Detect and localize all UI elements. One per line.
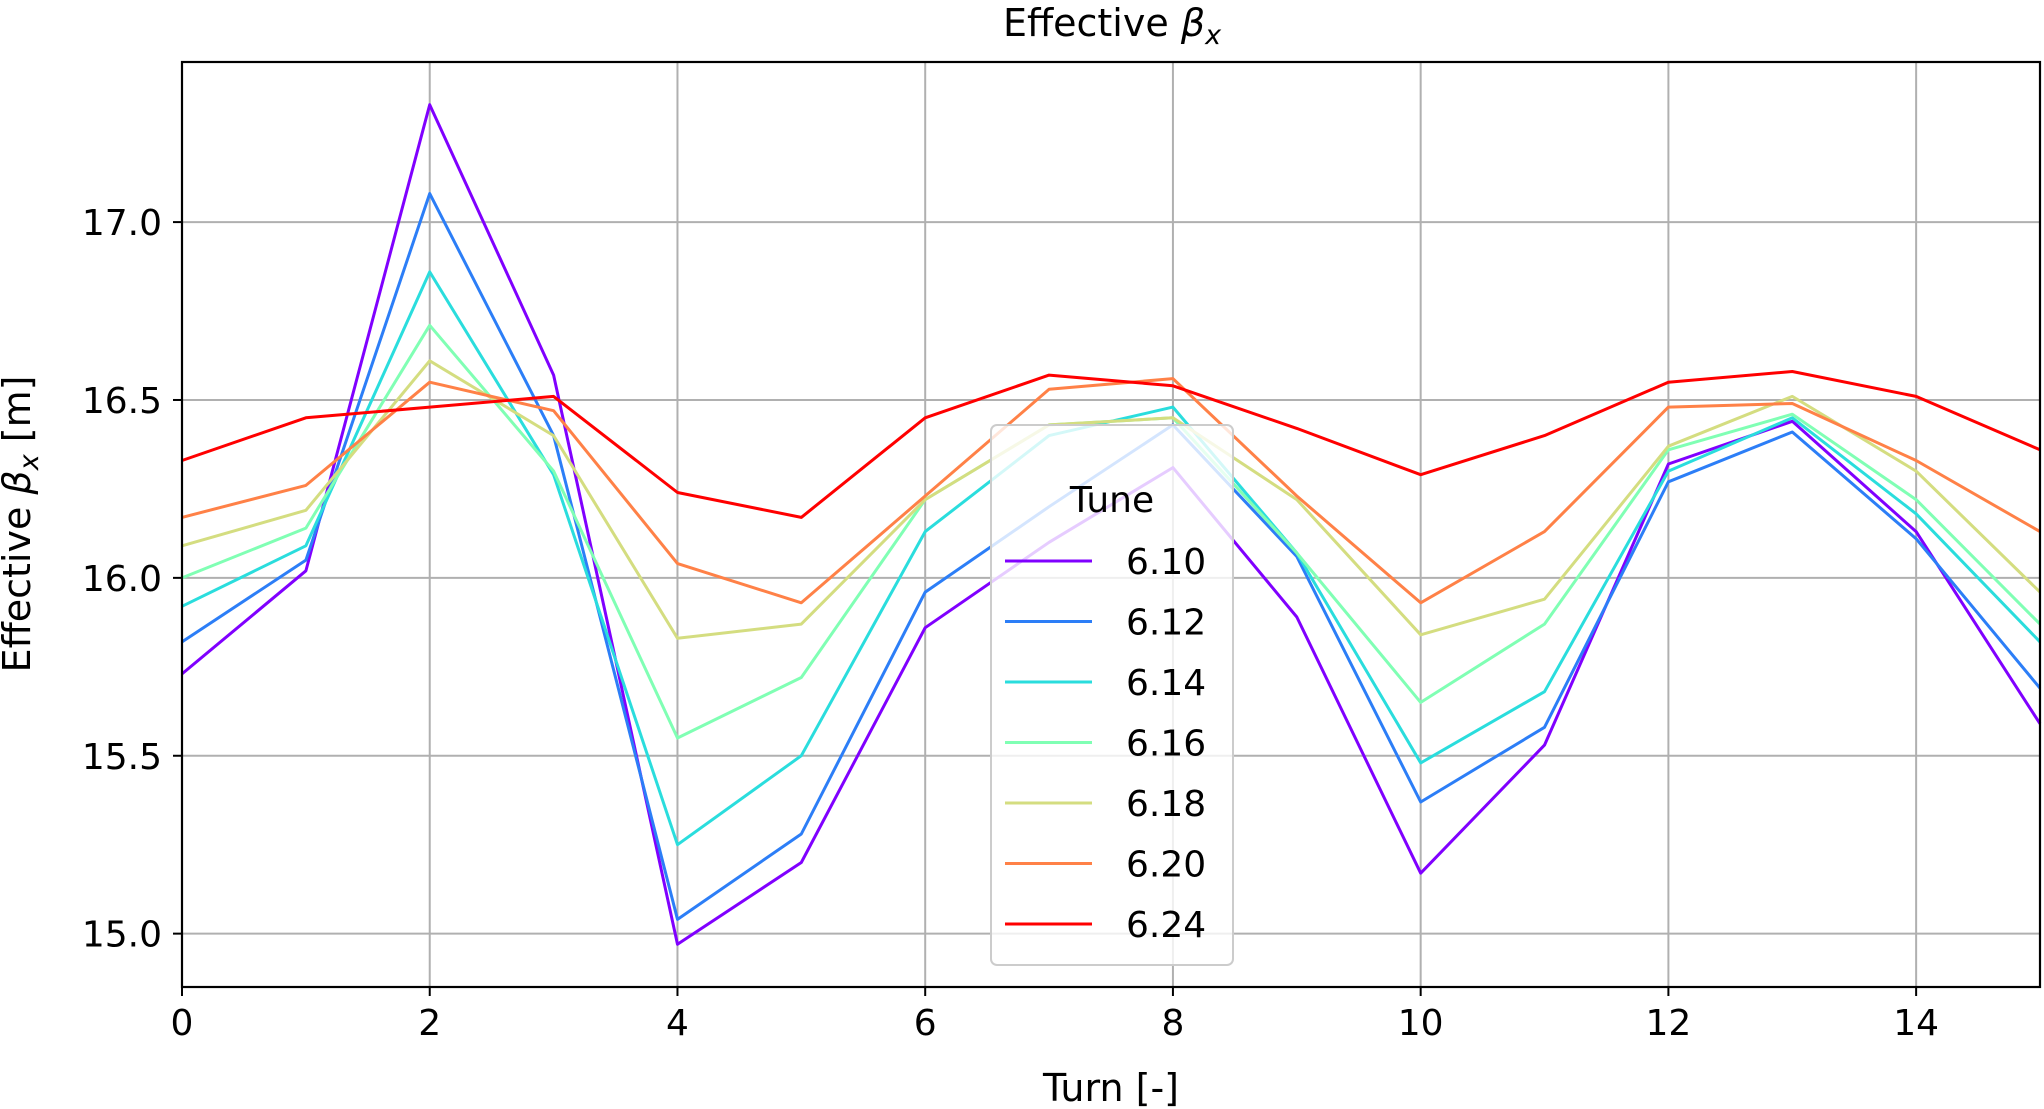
- legend-label: 6.16: [1126, 724, 1206, 765]
- y-axis-label-symbol: β: [0, 470, 39, 495]
- series-line-6-24: [181, 370, 2041, 519]
- x-tick-label: 2: [418, 1003, 441, 1044]
- ticks: 0 2 4 6 8 10 12 14 15.0 15.5 16.0 16.5 17.0: [82, 203, 1939, 1044]
- legend-label: 6.10: [1126, 542, 1206, 583]
- chart-title-main: Effective: [1003, 1, 1181, 45]
- x-axis-label: Turn [-]: [1042, 1066, 1179, 1109]
- legend-item: 6.16: [1005, 724, 1206, 765]
- legend: Tune 6.10 6.12 6.14 6.16 6.18 6.20 6.24: [990, 424, 1234, 966]
- y-tick-label: 17.0: [82, 203, 162, 244]
- chart-title-symbol: β: [1180, 1, 1205, 45]
- legend-item: 6.18: [1005, 784, 1206, 825]
- chart-title: Effective βx: [1003, 1, 1222, 51]
- y-axis-label: Effective βx [m]: [0, 376, 45, 673]
- x-tick-label: 8: [1161, 1003, 1184, 1044]
- x-tick-label: 14: [1893, 1003, 1939, 1044]
- legend-item: 6.10: [1005, 542, 1206, 583]
- y-axis-label-subscript: x: [14, 453, 45, 471]
- legend-label: 6.14: [1126, 663, 1206, 704]
- legend-item: 6.20: [1005, 845, 1206, 886]
- plot-frame: [180, 60, 2042, 989]
- y-axis-label-unit: [m]: [0, 376, 39, 455]
- y-tick-label: 16.5: [82, 381, 162, 422]
- x-tick-label: 6: [914, 1003, 937, 1044]
- y-tick-label: 15.5: [82, 737, 162, 778]
- x-tick-label: 10: [1398, 1003, 1444, 1044]
- y-tick-label: 16.0: [82, 559, 162, 600]
- x-tick-label: 12: [1645, 1003, 1691, 1044]
- x-tick-label: 0: [171, 1003, 194, 1044]
- legend-item: 6.12: [1005, 603, 1206, 644]
- chart-title-subscript: x: [1204, 20, 1222, 51]
- legend-title: Tune: [1069, 480, 1154, 521]
- y-tick-label: 15.0: [82, 915, 162, 956]
- legend-item: 6.24: [1005, 905, 1206, 946]
- y-axis-label-main: Effective: [0, 495, 39, 673]
- series-line-6-20: [181, 377, 2041, 605]
- series-line-6-18: [181, 359, 2042, 640]
- legend-label: 6.18: [1126, 784, 1206, 825]
- legend-label: 6.24: [1126, 905, 1206, 946]
- legend-items: 6.10 6.12 6.14 6.16 6.18 6.20 6.24: [1005, 542, 1206, 946]
- legend-label: 6.20: [1126, 845, 1206, 886]
- legend-label: 6.12: [1126, 603, 1206, 644]
- legend-item: 6.14: [1005, 663, 1206, 704]
- x-tick-label: 4: [666, 1003, 689, 1044]
